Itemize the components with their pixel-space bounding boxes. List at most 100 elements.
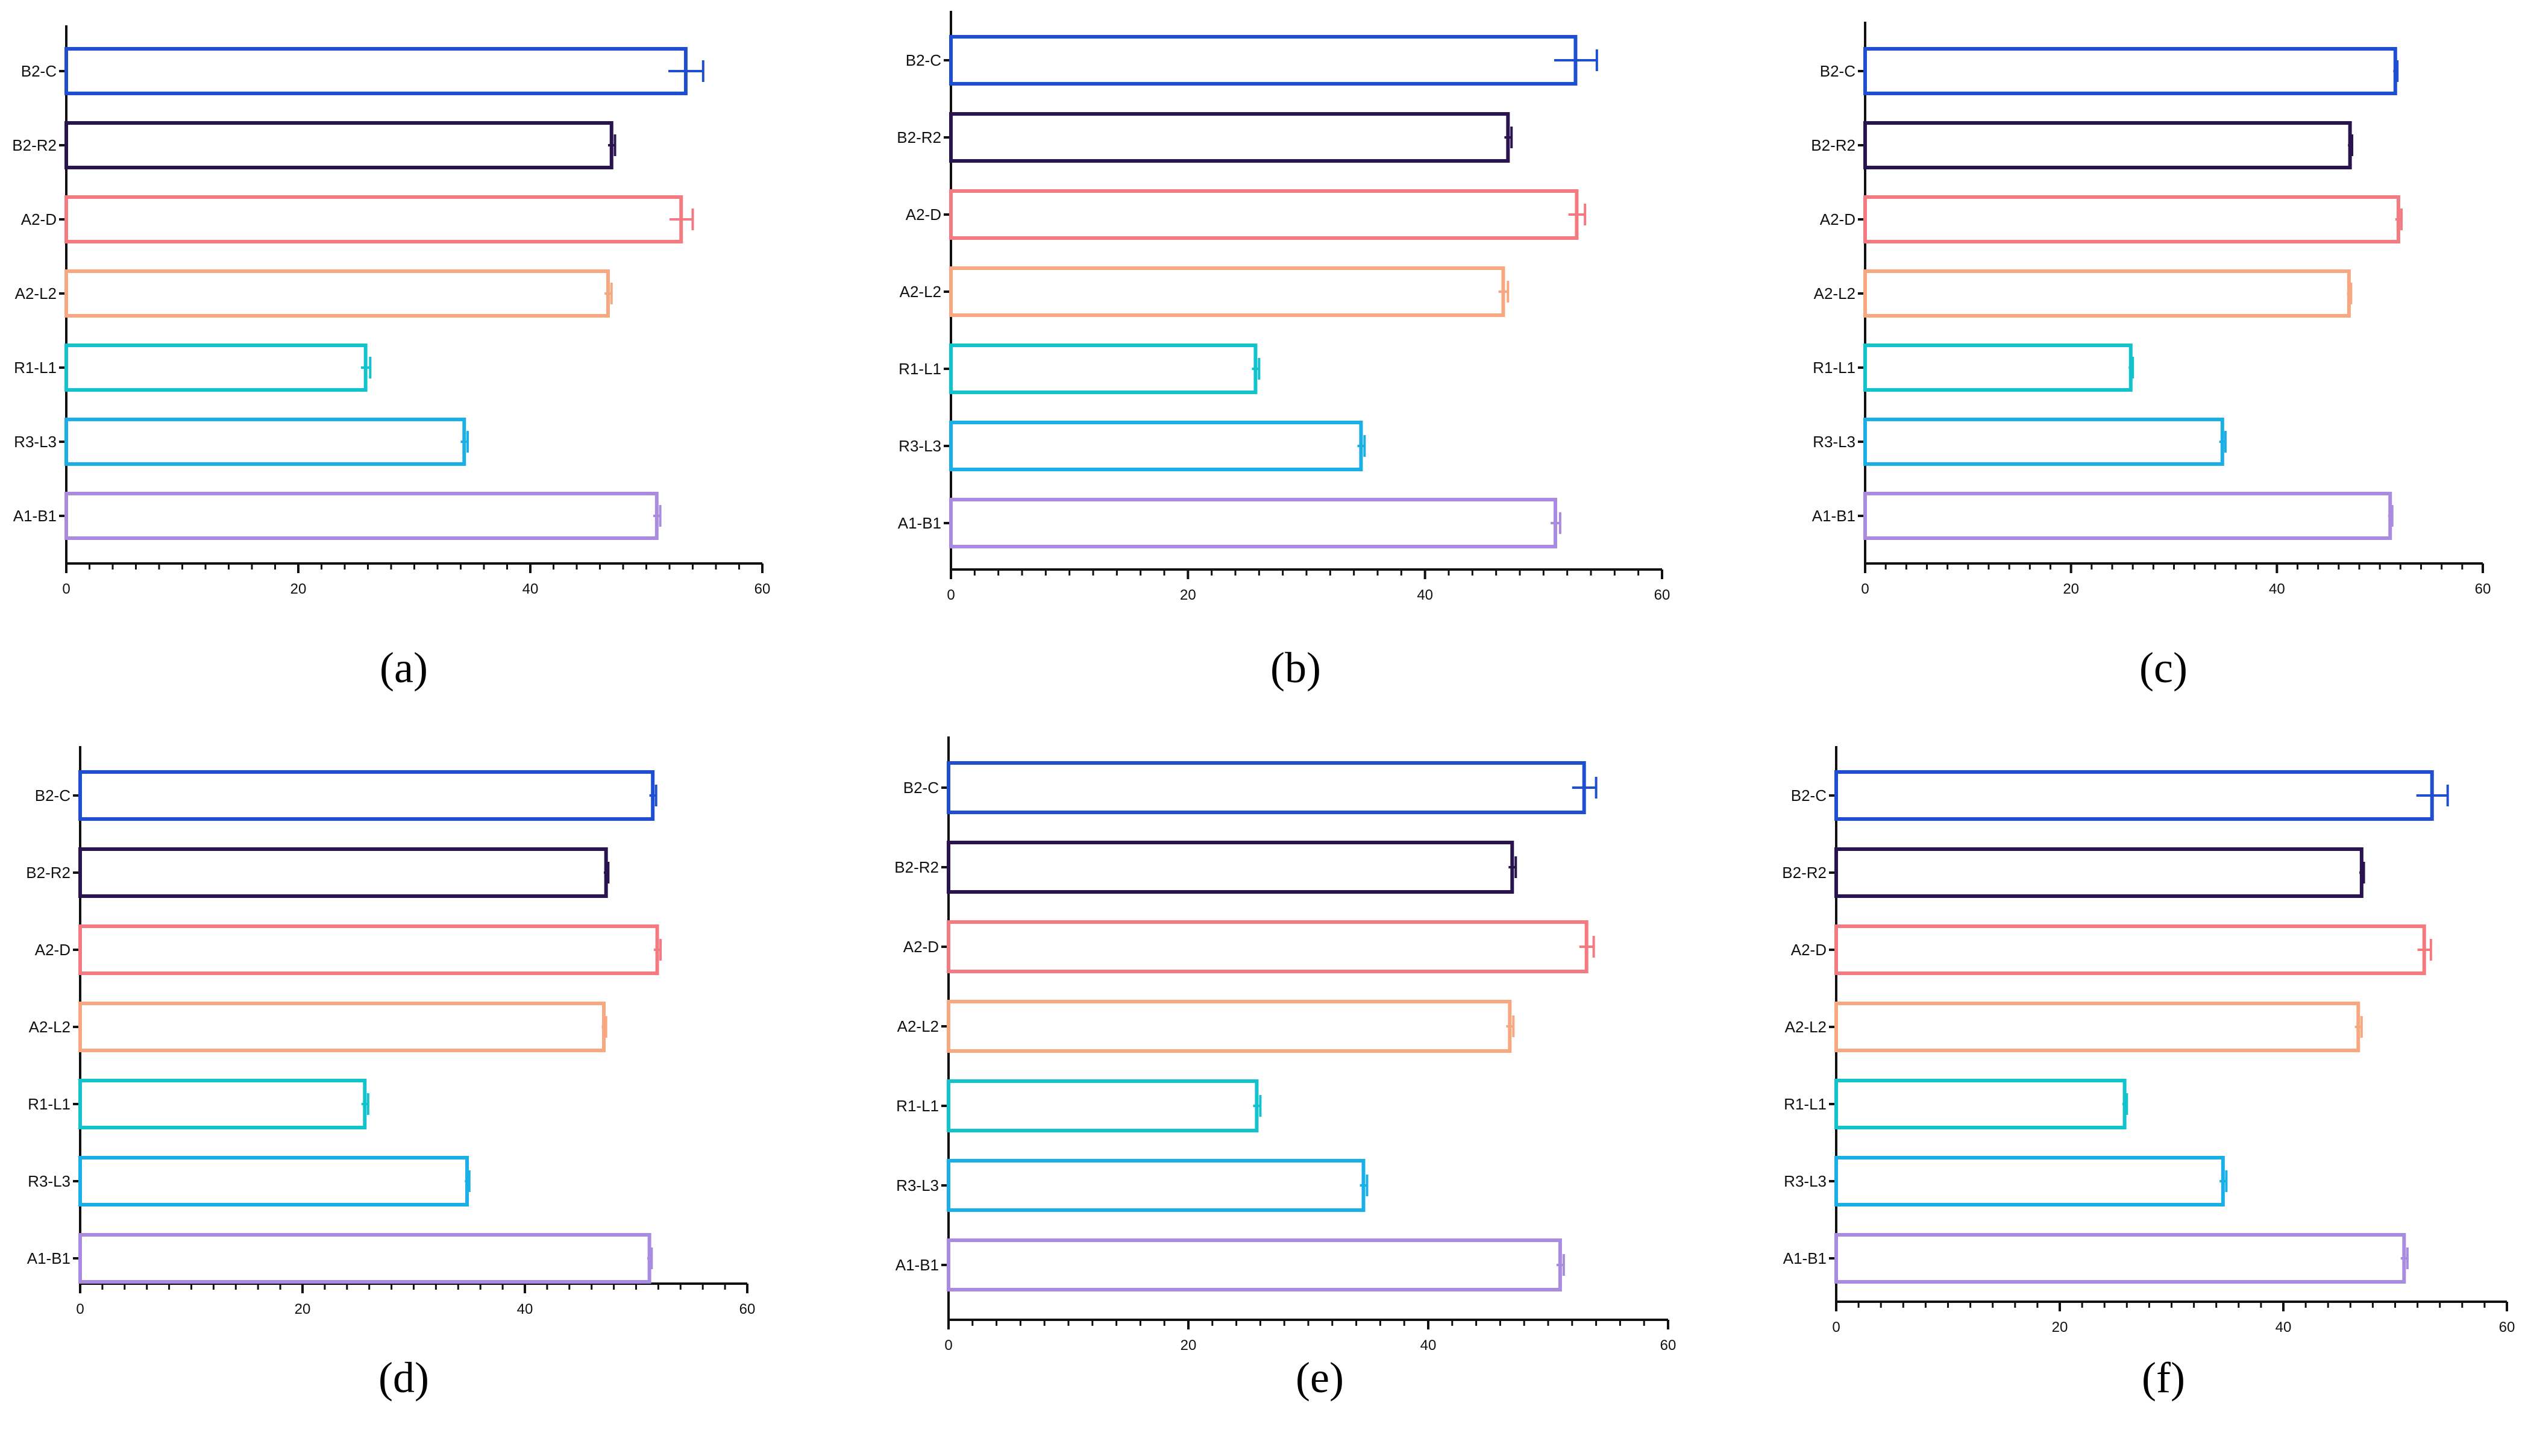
bar-b2-c: [947, 761, 1586, 814]
bar-a2-d: [949, 189, 1579, 240]
x-tick-label: 40: [2269, 581, 2285, 597]
y-category-label: R3-L3: [28, 1172, 71, 1190]
bar-r1-l1: [947, 1079, 1259, 1132]
x-tick-label: 20: [1180, 587, 1196, 603]
bar-b2-c: [1863, 47, 2397, 95]
bar-a2-l2: [947, 1000, 1512, 1053]
y-category-label: B2-C: [906, 51, 941, 69]
y-category-label: B2-R2: [26, 864, 71, 882]
bar-r3-l3: [1834, 1156, 2225, 1207]
bar-r3-l3: [947, 1159, 1366, 1212]
bar-r1-l1: [1863, 344, 2133, 392]
bar-a2-d: [1834, 924, 2426, 975]
y-category-label: R1-L1: [1813, 359, 1855, 377]
y-category-label: B2-R2: [1782, 864, 1827, 882]
y-category-label: A2-L2: [15, 284, 57, 303]
x-tick-label: 0: [76, 1301, 84, 1317]
y-category-label: R3-L3: [896, 1176, 939, 1194]
bar-b2-r2: [949, 112, 1510, 163]
bar-a1-b1: [1834, 1233, 2406, 1284]
y-category-label: R3-L3: [1784, 1172, 1827, 1190]
bar-b2-c: [949, 35, 1578, 86]
y-category-label: B2-C: [1820, 62, 1855, 80]
bar-b2-r2: [1834, 847, 2363, 898]
bar-b2-r2: [947, 841, 1514, 894]
y-category-label: A1-B1: [898, 514, 941, 532]
y-category-label: A2-D: [906, 206, 941, 224]
y-category-label: A2-L2: [897, 1017, 939, 1035]
y-category-label: A2-D: [21, 210, 57, 228]
x-tick-label: 0: [62, 581, 70, 597]
bar-b2-c: [1834, 770, 2434, 821]
bar-a2-d: [1863, 195, 2400, 243]
x-tick-label: 20: [295, 1301, 311, 1317]
bar-r1-l1: [1834, 1079, 2127, 1129]
bar-a2-l2: [78, 1002, 606, 1052]
x-tick-label: 40: [522, 581, 539, 597]
x-tick-label: 40: [1417, 587, 1433, 603]
bar-a2-d: [64, 195, 683, 243]
x-tick-label: 20: [290, 581, 307, 597]
panel-label-c: (c): [2139, 644, 2188, 692]
chart-panel-f: 0 20 40 60 B2-C B2-R2 A2-D A2-L2 R1-L1 R3-L3 A1-B1: [1782, 746, 2515, 1335]
bar-a1-b1: [78, 1233, 651, 1284]
panel-label-b: (b): [1270, 644, 1321, 692]
bar-a2-l2: [949, 266, 1505, 317]
x-tick-label: 60: [1660, 1337, 1677, 1354]
bar-b2-c: [64, 47, 688, 95]
y-category-label: A2-L2: [1785, 1018, 1827, 1036]
y-category-label: R3-L3: [14, 433, 57, 451]
y-category-label: B2-R2: [1811, 136, 1855, 154]
panel-label-d: (d): [378, 1354, 429, 1402]
bar-a2-l2: [1834, 1002, 2360, 1052]
y-category-label: A1-B1: [27, 1249, 71, 1267]
x-tick-label: 0: [944, 1337, 952, 1354]
chart-panel-e: 0 20 40 60 B2-C B2-R2 A2-D A2-L2 R1-L1 R3-L3 A1-B1: [894, 736, 1676, 1354]
x-tick-label: 60: [1654, 587, 1670, 603]
bar-r3-l3: [78, 1156, 469, 1207]
y-category-label: A2-D: [1791, 941, 1827, 959]
x-tick-label: 60: [2499, 1319, 2515, 1335]
chart-panel-d: 0 20 40 60 B2-C B2-R2 A2-D A2-L2 R1-L1 R3-L3 A1-B1: [26, 746, 755, 1317]
x-tick-label: 60: [739, 1301, 756, 1317]
x-tick-label: 40: [1420, 1337, 1437, 1354]
y-category-label: A1-B1: [896, 1256, 939, 1274]
bar-a2-d: [78, 924, 659, 975]
x-tick-label: 40: [2276, 1319, 2292, 1335]
bar-a2-d: [947, 920, 1589, 973]
chart-panel-b: 0 20 40 60 B2-C B2-R2 A2-D A2-L2 R1-L1 R3-L3 A1-B1: [897, 11, 1670, 603]
panel-label-a: (a): [380, 644, 428, 692]
bar-a1-b1: [64, 492, 659, 540]
bar-r1-l1: [78, 1079, 367, 1129]
bar-a1-b1: [947, 1238, 1562, 1291]
bar-a1-b1: [1863, 492, 2392, 540]
bar-r1-l1: [949, 344, 1258, 394]
y-category-label: R3-L3: [1813, 433, 1855, 451]
bar-b2-r2: [64, 121, 613, 169]
bar-r1-l1: [64, 344, 368, 392]
y-category-label: B2-C: [1791, 786, 1827, 805]
y-category-label: A2-D: [1820, 210, 1855, 228]
y-category-label: B2-C: [21, 62, 57, 80]
chart-panel-a: 0 20 40 60 B2-C B2-R2 A2-D A2-L2 R1-L1 R3-L3 A1-B1: [12, 25, 770, 597]
y-category-label: A2-L2: [1814, 284, 1855, 303]
y-category-label: R1-L1: [896, 1097, 939, 1115]
bar-b2-r2: [78, 847, 608, 898]
y-category-label: A1-B1: [13, 507, 57, 525]
x-tick-label: 60: [754, 581, 771, 597]
y-category-label: B2-R2: [897, 128, 941, 146]
y-category-label: B2-R2: [12, 136, 57, 154]
y-category-label: A2-L2: [29, 1018, 71, 1036]
y-category-label: R3-L3: [899, 437, 941, 455]
y-category-label: B2-R2: [894, 858, 939, 876]
bar-b2-c: [78, 770, 655, 821]
chart-panel-c: 0 20 40 60 B2-C B2-R2 A2-D A2-L2 R1-L1 R3-L3 A1-B1: [1811, 22, 2491, 597]
x-tick-label: 40: [517, 1301, 533, 1317]
panel-label-e: (e): [1296, 1354, 1344, 1402]
x-tick-label: 20: [2063, 581, 2079, 597]
x-tick-label: 0: [947, 587, 955, 603]
x-tick-label: 20: [2052, 1319, 2068, 1335]
bar-b2-r2: [1863, 121, 2352, 169]
y-category-label: A2-D: [35, 941, 71, 959]
